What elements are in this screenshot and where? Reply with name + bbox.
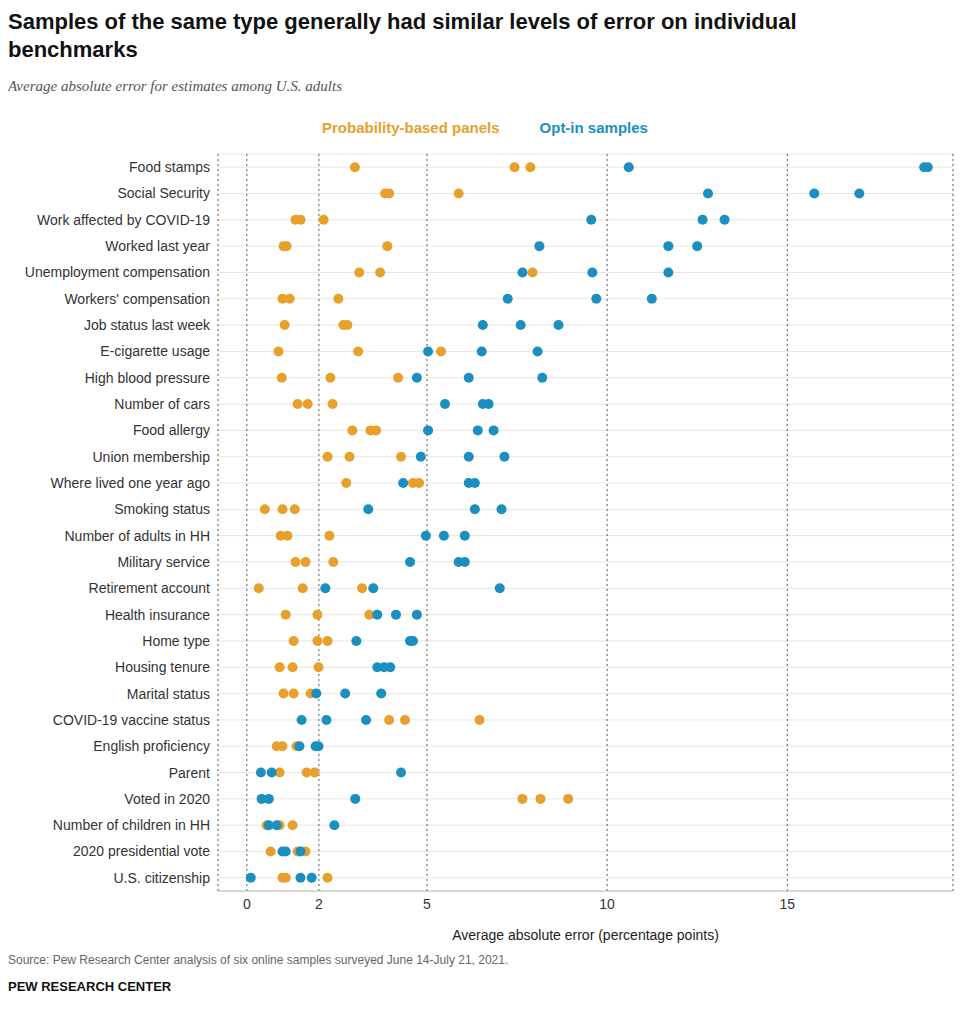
svg-text:Home type: Home type — [142, 633, 210, 649]
svg-text:2: 2 — [315, 896, 323, 912]
html-text:PEW RESEARCH CENTER: PEW RESEARCH CENTER — [8, 979, 172, 994]
svg-text:Parent: Parent — [169, 765, 210, 781]
svg-text:Work affected by COVID-19: Work affected by COVID-19 — [37, 212, 210, 228]
svg-text:5: 5 — [423, 896, 431, 912]
svg-text:2020 presidential vote: 2020 presidential vote — [73, 843, 210, 859]
svg-text:Food stamps: Food stamps — [129, 159, 210, 175]
svg-text:Job status last week: Job status last week — [84, 317, 211, 333]
html-text:Average absolute error for est: Average absolute error for estimates amo… — [8, 78, 342, 94]
svg-text:Where lived one year ago: Where lived one year ago — [50, 475, 210, 491]
html-text:Samples of the same type gener: Samples of the same type generally had s… — [8, 9, 797, 62]
svg-text:Number of adults in HH: Number of adults in HH — [64, 528, 210, 544]
svg-text:Retirement account: Retirement account — [89, 580, 211, 596]
svg-text:Military service: Military service — [117, 554, 210, 570]
svg-text:U.S. citizenship: U.S. citizenship — [114, 870, 211, 886]
svg-text:Food allergy: Food allergy — [133, 422, 210, 438]
svg-text:Unemployment compensation: Unemployment compensation — [25, 264, 210, 280]
svg-text:10: 10 — [599, 896, 615, 912]
svg-text:Workers' compensation: Workers' compensation — [64, 291, 210, 307]
svg-text:Voted in 2020: Voted in 2020 — [124, 791, 210, 807]
html-text:Probability-based panels: Probability-based panels — [322, 119, 500, 136]
svg-text:High blood pressure: High blood pressure — [85, 370, 211, 386]
svg-text:Worked last year: Worked last year — [105, 238, 210, 254]
svg-text:Marital status: Marital status — [127, 686, 210, 702]
svg-text:English proficiency: English proficiency — [93, 738, 210, 754]
html-text:Opt-in samples: Opt-in samples — [539, 119, 648, 136]
svg-text:Health insurance: Health insurance — [105, 607, 210, 623]
svg-text:0: 0 — [243, 896, 251, 912]
svg-text:15: 15 — [779, 896, 795, 912]
svg-text:Social Security: Social Security — [117, 185, 210, 201]
html-text:Source: Pew Research Center an: Source: Pew Research Center analysis of … — [8, 953, 509, 967]
svg-text:Housing tenure: Housing tenure — [115, 659, 210, 675]
svg-text:Average absolute error (percen: Average absolute error (percentage point… — [452, 927, 719, 943]
svg-text:E-cigarette usage: E-cigarette usage — [100, 343, 210, 359]
svg-text:Number of cars: Number of cars — [114, 396, 210, 412]
svg-text:Union membership: Union membership — [93, 449, 211, 465]
svg-text:Smoking status: Smoking status — [114, 501, 210, 517]
svg-text:Number of children in HH: Number of children in HH — [53, 817, 210, 833]
svg-text:COVID-19 vaccine status: COVID-19 vaccine status — [53, 712, 210, 728]
